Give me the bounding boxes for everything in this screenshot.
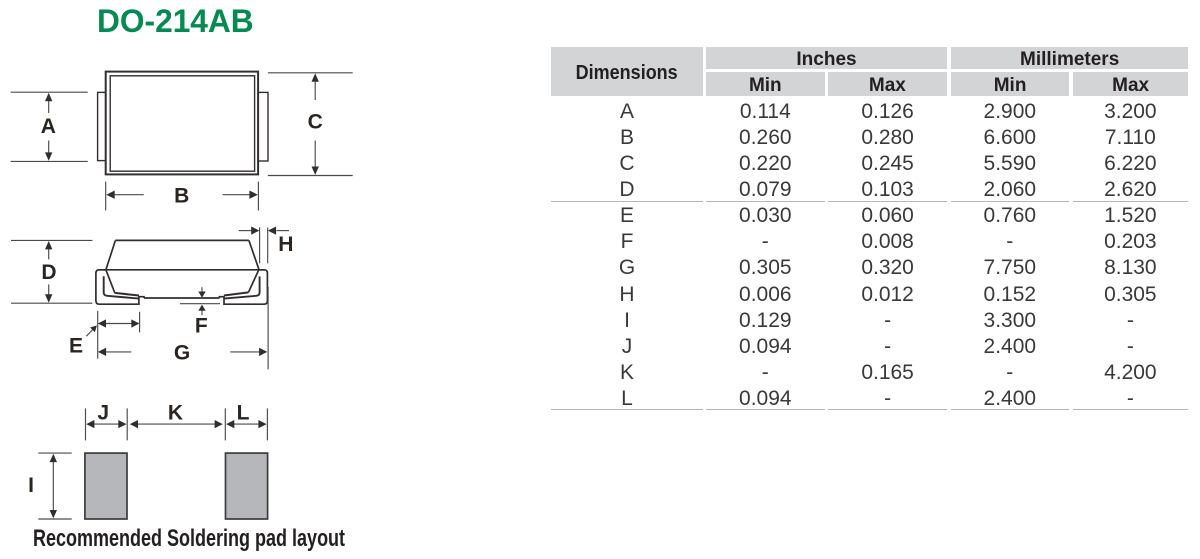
svg-text:C: C [308, 110, 323, 133]
svg-text:H: H [278, 233, 293, 256]
svg-text:I: I [28, 474, 34, 497]
svg-text:K: K [168, 401, 183, 424]
svg-text:A: A [41, 115, 56, 138]
svg-text:D: D [41, 261, 56, 284]
svg-text:E: E [69, 335, 83, 358]
svg-text:L: L [237, 401, 250, 424]
svg-text:J: J [97, 401, 109, 424]
svg-text:G: G [174, 342, 190, 365]
svg-text:F: F [195, 314, 208, 337]
svg-text:B: B [174, 185, 189, 208]
